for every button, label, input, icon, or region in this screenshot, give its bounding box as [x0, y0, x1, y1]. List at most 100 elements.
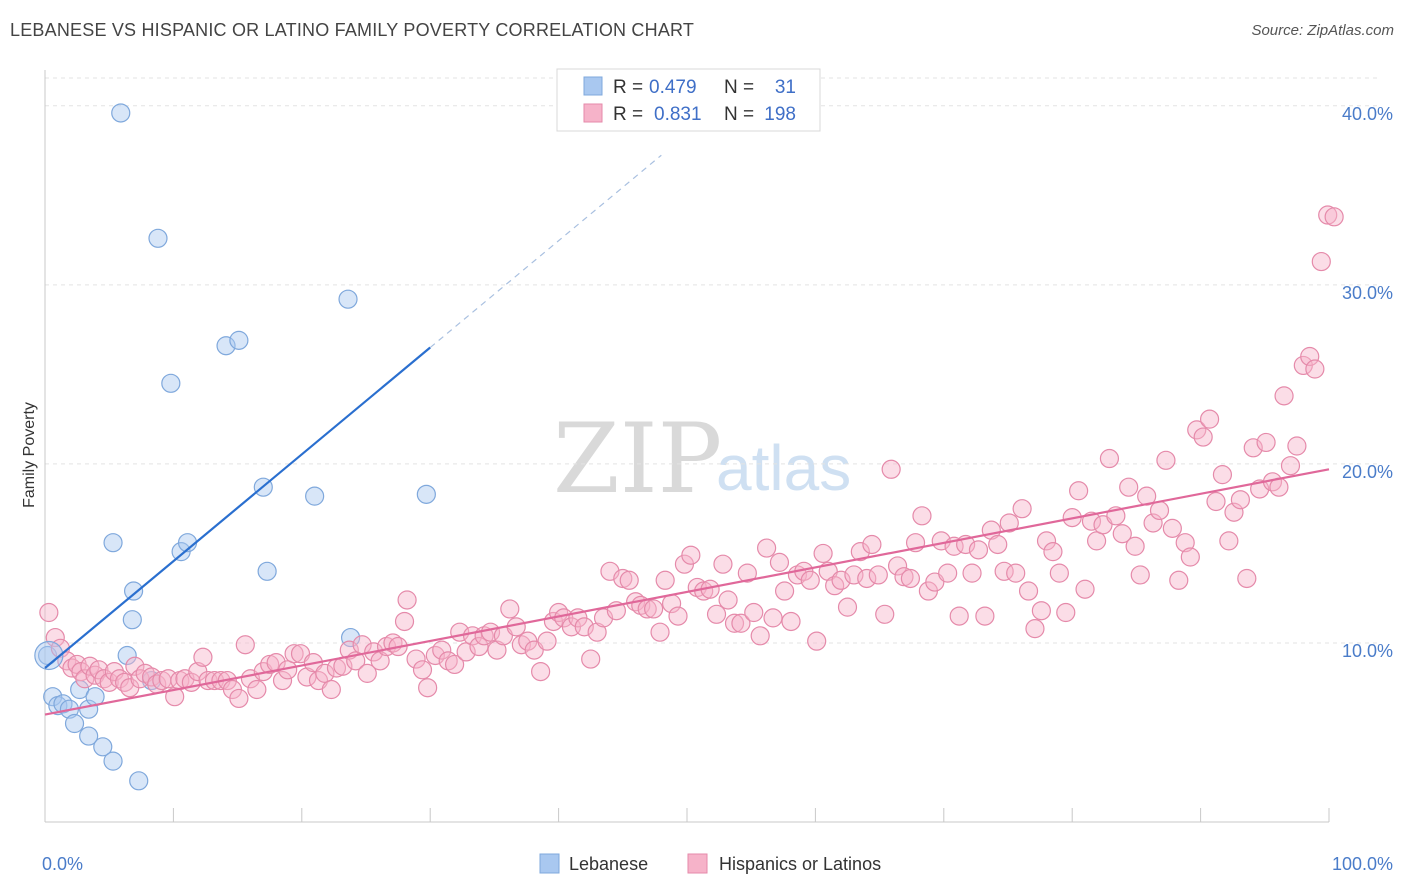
chart-title: LEBANESE VS HISPANIC OR LATINO FAMILY PO… [10, 20, 695, 40]
point-hispanic-203 [1274, 386, 1294, 406]
point-hispanic-173 [1086, 531, 1107, 551]
point-hispanic-178 [1119, 477, 1139, 497]
legend-r-value-2: 0.831 [654, 104, 702, 125]
point-hispanic-208 [1305, 359, 1325, 379]
series-legend: Lebanese Hispanics or Latinos [539, 853, 881, 874]
point-hispanic-114 [718, 590, 738, 610]
point-lebanese-8 [79, 726, 99, 746]
watermark-zip: ZIP [553, 403, 722, 515]
point-hispanic-137 [862, 534, 882, 555]
chart-source: Source: ZipAtlas.com [1251, 22, 1394, 39]
point-hispanic-180 [1130, 565, 1150, 585]
point-hispanic-11 [94, 669, 114, 689]
point-hispanic-85 [537, 631, 557, 651]
point-hispanic-127 [800, 570, 820, 590]
point-hispanic-172 [1081, 511, 1102, 531]
point-hispanic-113 [713, 554, 733, 574]
point-hispanic-143 [900, 568, 921, 589]
point-hispanic-120 [757, 538, 777, 558]
point-hispanic-195 [1224, 502, 1244, 522]
point-lebanese-19 [148, 228, 168, 248]
point-hispanic-189 [1187, 420, 1207, 440]
point-hispanic-124 [781, 611, 801, 632]
point-hispanic-0 [39, 602, 59, 623]
point-hispanic-184 [1156, 450, 1176, 470]
point-hispanic-185 [1162, 518, 1182, 538]
point-hispanic-81 [511, 635, 531, 655]
data-points [34, 103, 1344, 791]
point-lebanese-24 [229, 330, 249, 350]
point-hispanic-122 [769, 552, 790, 572]
point-hispanic-193 [1212, 465, 1233, 485]
point-lebanese-28 [338, 289, 358, 309]
point-hispanic-58 [370, 651, 390, 671]
point-hispanic-112 [706, 604, 727, 624]
point-hispanic-56 [357, 663, 377, 683]
point-hispanic-159 [999, 513, 1019, 533]
point-hispanic-134 [844, 565, 864, 585]
point-hispanic-129 [813, 543, 833, 564]
y-tick-label-3: 40.0% [1342, 104, 1393, 124]
point-hispanic-74 [469, 636, 489, 657]
point-hispanic-119 [750, 626, 770, 646]
point-hispanic-133 [837, 597, 858, 617]
point-hispanic-15 [115, 672, 135, 692]
point-hispanic-84 [531, 661, 551, 682]
point-hispanic-149 [938, 563, 958, 583]
point-hispanic-205 [1287, 436, 1307, 456]
point-hispanic-64 [406, 649, 426, 669]
point-hispanic-207 [1300, 346, 1320, 367]
point-hispanic-155 [975, 606, 995, 626]
point-hispanic-167 [1049, 563, 1069, 583]
point-lebanese-23 [216, 336, 236, 356]
point-hispanic-171 [1075, 579, 1095, 599]
point-hispanic-67 [425, 645, 445, 666]
correlation-legend: R = 0.479 N = 31 R = 0.831 N = 198 [556, 68, 821, 132]
point-hispanic-186 [1169, 570, 1189, 590]
point-hispanic-153 [962, 563, 982, 583]
point-lebanese-14 [122, 610, 142, 630]
legend-r-label-1: R = [613, 77, 643, 98]
legend-swatch-lebanese [583, 76, 603, 96]
point-hispanic-123 [774, 581, 795, 601]
point-hispanic-142 [894, 567, 914, 587]
point-hispanic-204 [1280, 456, 1301, 476]
gridlines [45, 77, 1379, 644]
point-hispanic-106 [668, 606, 688, 626]
point-hispanic-175 [1099, 448, 1120, 469]
trend-lines [44, 154, 1330, 716]
y-tick-label-2: 30.0% [1342, 283, 1393, 303]
point-hispanic-38 [247, 679, 267, 700]
point-hispanic-157 [988, 534, 1008, 555]
point-hispanic-164 [1031, 601, 1051, 621]
point-hispanic-179 [1125, 536, 1145, 556]
point-hispanic-131 [825, 576, 845, 596]
point-hispanic-211 [1324, 207, 1344, 227]
point-hispanic-145 [912, 506, 932, 526]
point-hispanic-62 [394, 611, 415, 632]
point-hispanic-162 [1018, 581, 1039, 601]
point-hispanic-188 [1180, 547, 1200, 567]
point-hispanic-160 [1006, 563, 1026, 583]
point-lebanese-26 [257, 561, 277, 581]
point-hispanic-182 [1143, 513, 1163, 533]
point-hispanic-63 [397, 590, 417, 610]
point-hispanic-68 [432, 640, 452, 660]
series-legend-swatch-hispanic [687, 853, 708, 874]
point-hispanic-190 [1193, 427, 1213, 447]
legend-n-label-2: N = [724, 104, 754, 125]
point-hispanic-191 [1199, 409, 1220, 429]
axes [44, 70, 1330, 823]
point-lebanese-16 [129, 771, 149, 791]
point-hispanic-118 [744, 602, 764, 623]
point-hispanic-141 [887, 556, 908, 576]
legend-n-label-1: N = [724, 77, 754, 98]
legend-r-label-2: R = [613, 104, 643, 125]
point-hispanic-196 [1230, 490, 1251, 510]
tick-labels: 10.0% 20.0% 30.0% 40.0% 0.0% 100.0% [42, 104, 1393, 874]
point-hispanic-115 [724, 613, 745, 633]
point-lebanese-11 [103, 751, 123, 771]
point-hispanic-17 [125, 656, 145, 676]
legend-r-value-1: 0.479 [649, 77, 697, 98]
